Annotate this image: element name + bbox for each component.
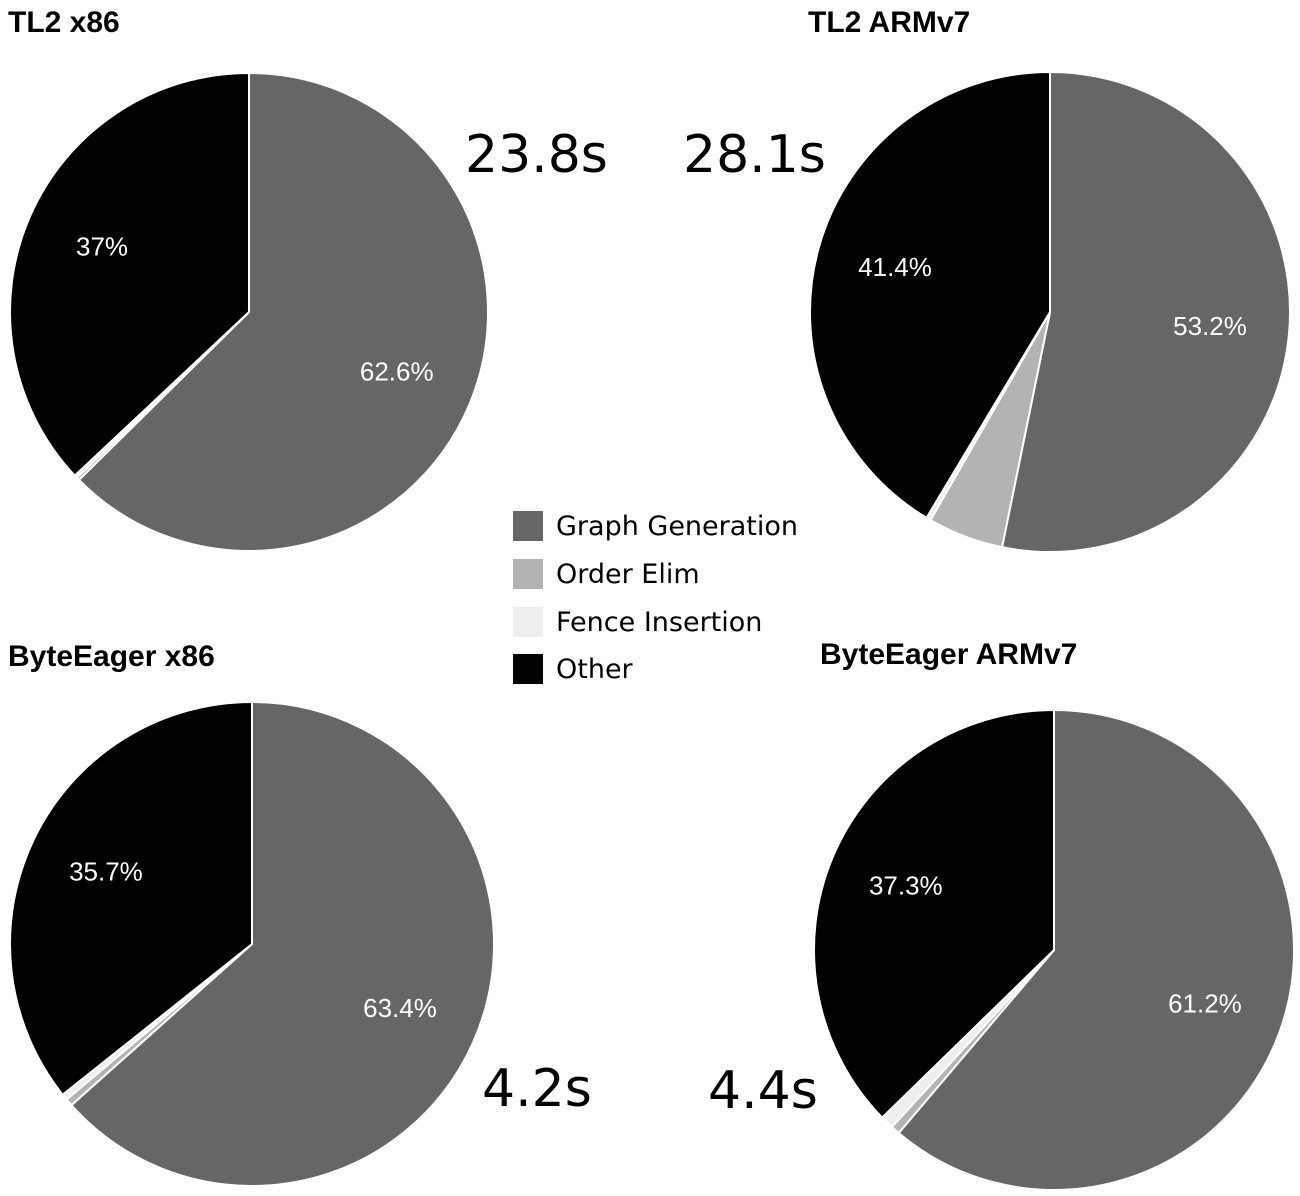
- pie-slice-graph-generation: [77, 72, 489, 552]
- pie-slice-graph-generation: [897, 709, 1295, 1191]
- data-label-other: 37%: [76, 231, 128, 261]
- total-time-byteeager-x86: 4.2s: [482, 1059, 592, 1119]
- data-label-other: 37.3%: [869, 870, 943, 900]
- data-label-other: 41.4%: [858, 252, 932, 282]
- total-time-tl2-armv7: 28.1s: [683, 125, 826, 185]
- data-label-graph-generation: 62.6%: [360, 357, 434, 387]
- data-label-graph-generation: 63.4%: [363, 993, 437, 1023]
- chart-title-byteeager-x86: ByteEager x86: [8, 640, 215, 673]
- chart-title-tl2-x86: TL2 x86: [8, 6, 120, 39]
- chart-title-byteeager-armv7: ByteEager ARMv7: [820, 638, 1077, 671]
- legend-swatch-other: [513, 654, 543, 684]
- legend: Graph Generation Order Elim Fence Insert…: [513, 511, 798, 685]
- legend-label-fence-insertion: Fence Insertion: [556, 607, 762, 638]
- total-time-tl2-x86: 23.8s: [465, 125, 608, 185]
- pie-slice-other: [809, 71, 1051, 519]
- pie-slice-other: [9, 72, 250, 477]
- pie-slice-graph-generation: [70, 701, 495, 1187]
- pie-slice-other: [813, 709, 1055, 1119]
- legend-label-graph-generation: Graph Generation: [556, 511, 798, 542]
- chart-title-tl2-armv7: TL2 ARMv7: [808, 6, 970, 39]
- pie-slice-other: [9, 701, 253, 1096]
- pie-tl2-armv7: 53.2% 41.4%: [809, 71, 1291, 553]
- pie-byteeager-armv7: 61.2% 37.3%: [813, 709, 1295, 1191]
- total-time-byteeager-armv7: 4.4s: [708, 1061, 818, 1121]
- legend-swatch-graph-generation: [513, 511, 543, 541]
- pie-tl2-x86: 62.6% 37%: [9, 72, 489, 552]
- legend-label-other: Other: [556, 654, 634, 685]
- pie-byteeager-x86: 63.4% 35.7%: [9, 701, 495, 1187]
- legend-swatch-order-elim: [513, 559, 543, 589]
- data-label-graph-generation: 53.2%: [1173, 311, 1247, 341]
- legend-swatch-fence-insertion: [513, 607, 543, 637]
- legend-label-order-elim: Order Elim: [556, 559, 700, 590]
- data-label-other: 35.7%: [69, 856, 143, 886]
- pie-slice-graph-generation: [1001, 71, 1291, 553]
- data-label-graph-generation: 61.2%: [1168, 988, 1242, 1018]
